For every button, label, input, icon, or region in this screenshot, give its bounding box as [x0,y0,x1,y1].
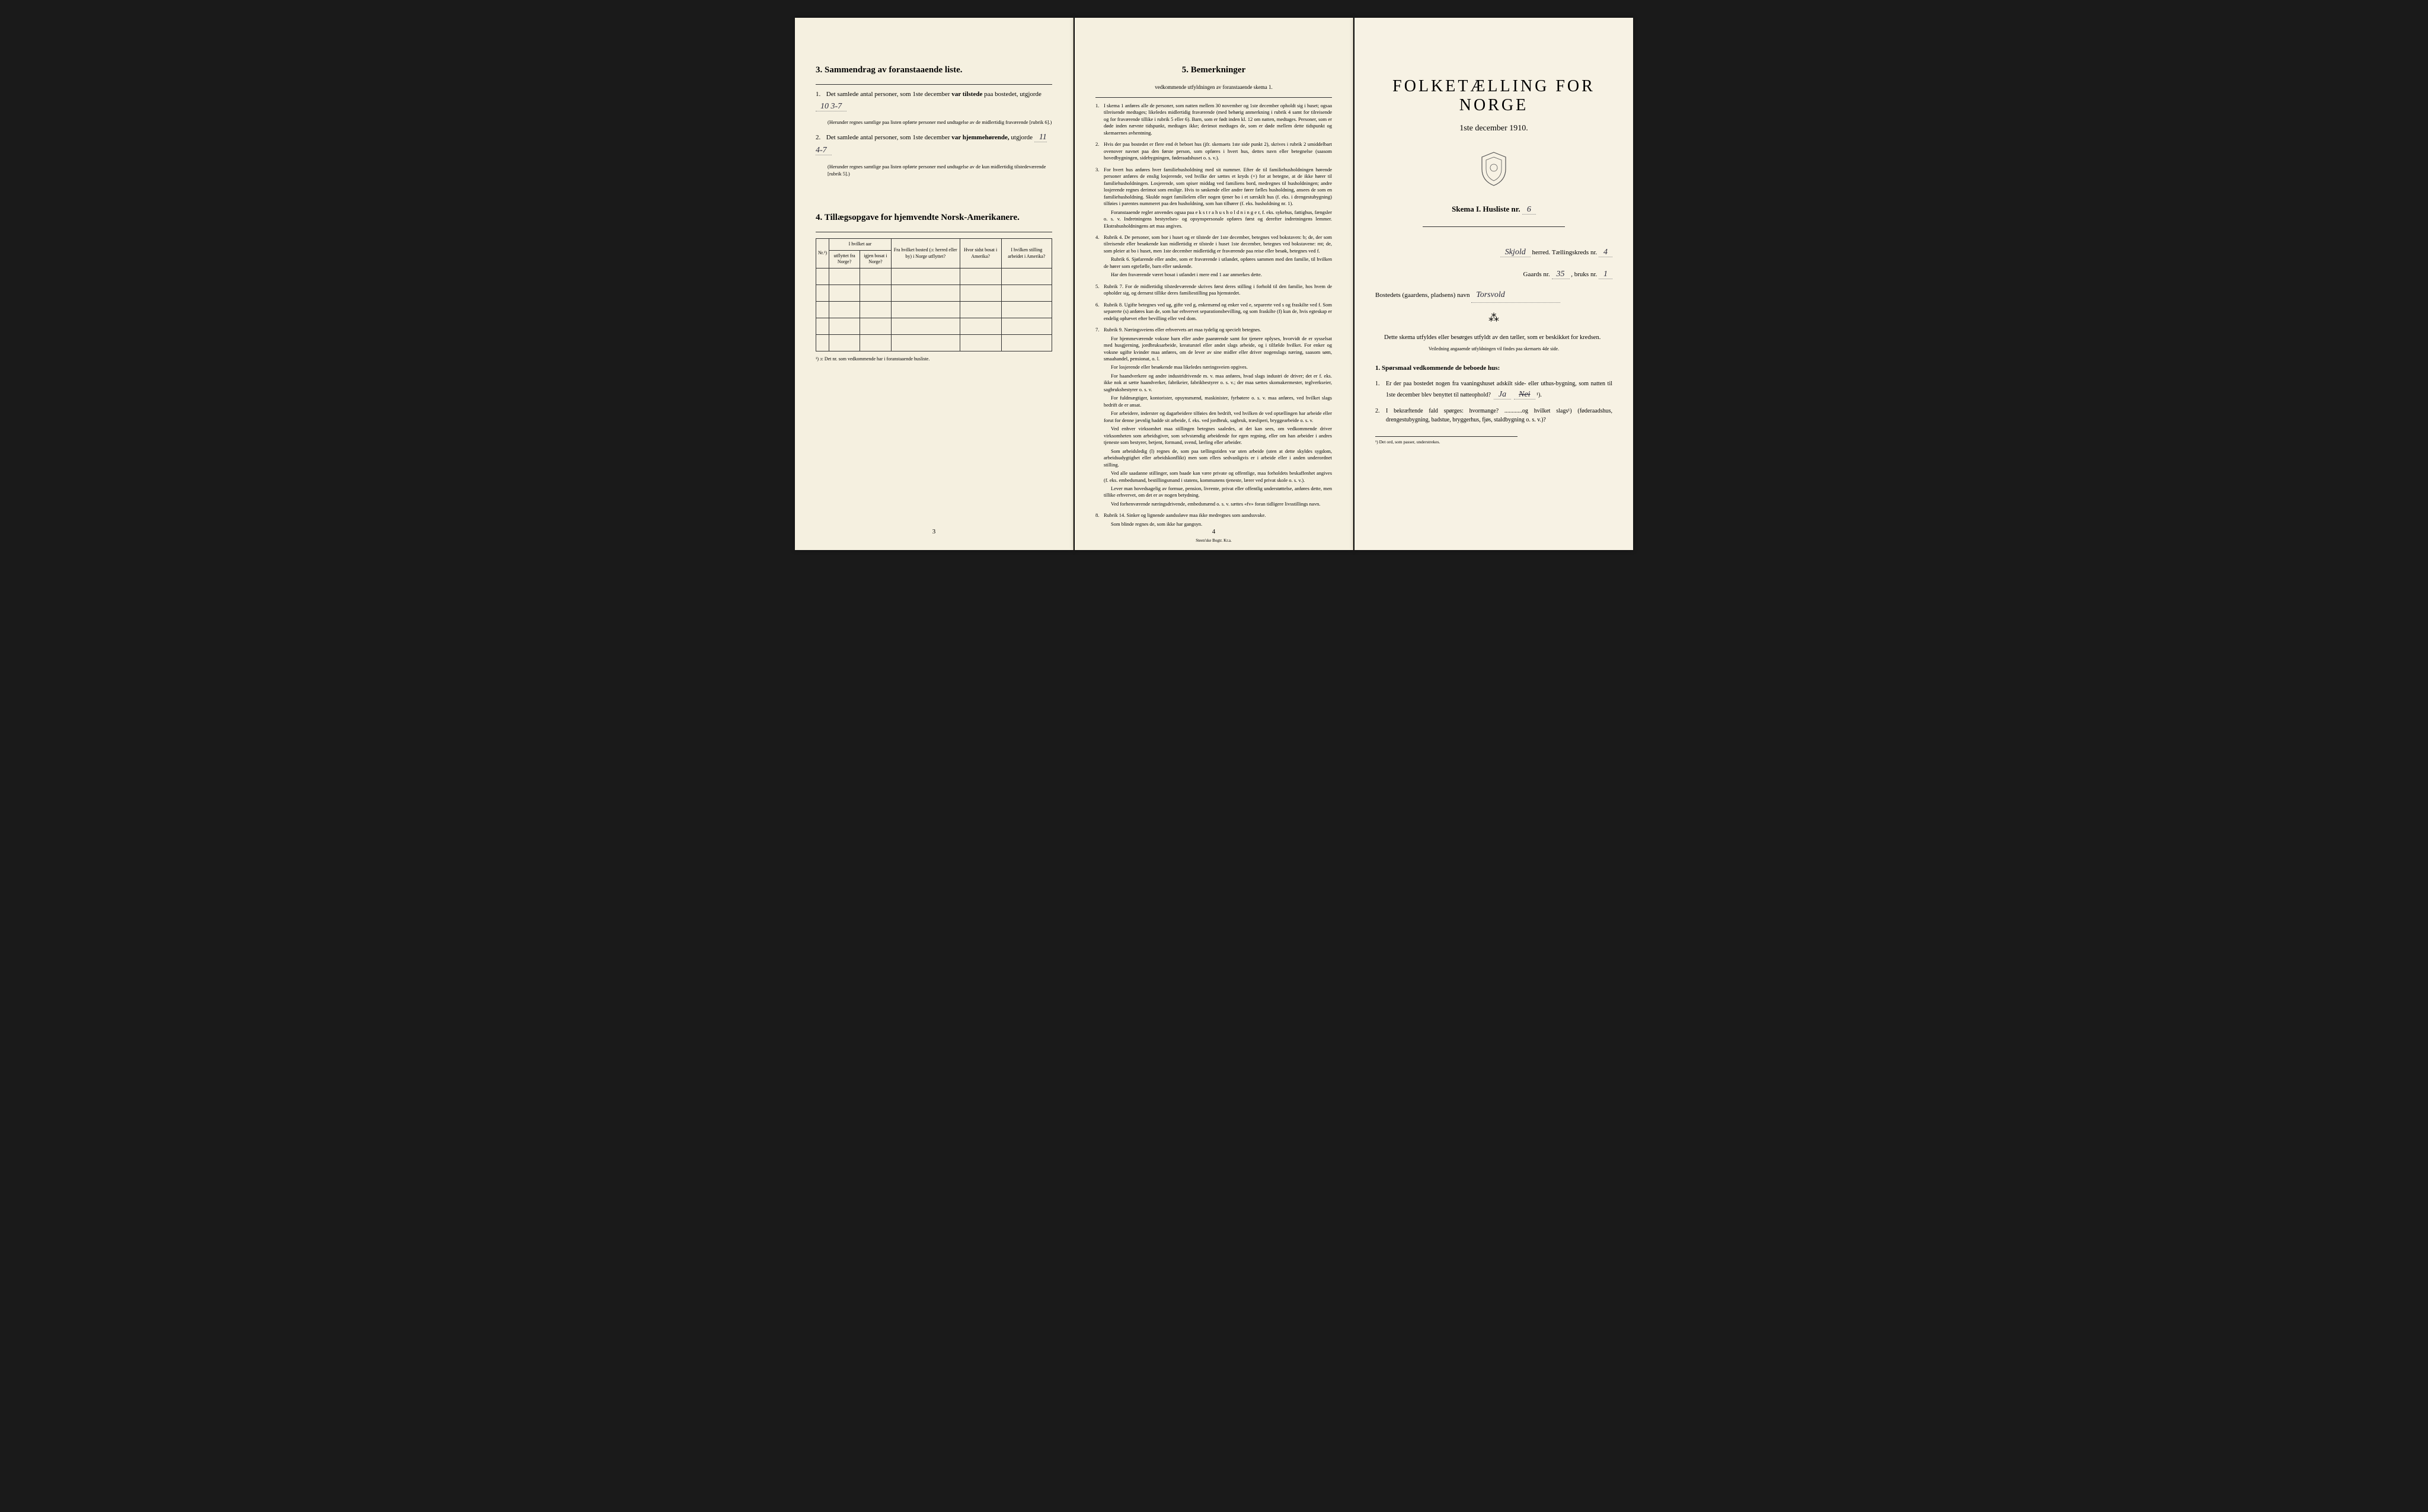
col-utflyttet: utflyttet fra Norge? [829,250,860,268]
page-4: 5. Bemerkninger vedkommende utfyldningen… [1075,18,1353,550]
col-hvor-sidst: Hvor sidst bosat i Amerika? [960,239,1001,268]
herred-value: Skjold [1500,248,1531,257]
bosted-value: Torsvold [1471,289,1560,302]
summary-line-1: 1. Det samlede antal personer, som 1ste … [816,89,1052,113]
skema-line: Skema I. Husliste nr. 6 [1375,204,1612,215]
summary-note-2: (Herunder regnes samtlige paa listen opf… [828,164,1052,178]
gaards-nr: 35 [1552,270,1570,279]
bemerkning-item: 1.I skema 1 anføres alle de personer, so… [1095,103,1332,136]
table-row [816,285,1052,301]
table-row [816,334,1052,351]
table-row [816,268,1052,285]
answer-nei: Nei [1514,390,1535,399]
page-1-cover: FOLKETÆLLING FOR NORGE 1ste december 191… [1354,18,1633,550]
col-nr: Nr.¹) [816,239,829,268]
date-line: 1ste december 1910. [1375,124,1612,133]
section-5-title: 5. Bemerkninger [1095,65,1332,75]
page-number: 3 [795,528,1073,535]
col-hvilket-aar: I hvilket aar [829,239,892,250]
col-fra-bosted: Fra hvilket bosted (ɔ: herred eller by) … [891,239,960,268]
bemerkning-item: 7.Rubrik 9. Næringsveiens eller erhverve… [1095,327,1332,507]
document-spread: 3. Sammendrag av foranstaaende liste. 1.… [795,18,1633,550]
table-row [816,301,1052,318]
summary-note-1: (Herunder regnes samtlige paa listen opf… [828,119,1052,126]
bemerkning-item: 4.Rubrik 4. De personer, som bor i huset… [1095,234,1332,279]
bosted-line: Bostedets (gaardens, pladsens) navn Tors… [1375,289,1612,302]
table-footnote: ¹) ɔ: Det nr. som vedkommende har i fora… [816,356,1052,362]
printer-mark: Steen'ske Bogtr. Kr.a. [1075,538,1353,543]
page-number: 4 [1075,528,1353,535]
question-list: 1. Er der paa bostedet nogen fra vaaning… [1375,379,1612,424]
bemerkning-item: 3.For hvert hus anføres hver familiehush… [1095,167,1332,229]
question-1: 1. Er der paa bostedet nogen fra vaaning… [1375,379,1612,401]
section-3-title: 3. Sammendrag av foranstaaende liste. [816,65,1052,75]
col-bosat: igjen bosat i Norge? [860,250,892,268]
gaards-line: Gaards nr. 35 , bruks nr. 1 [1375,267,1612,282]
flourish-icon: ⁂ [1375,312,1612,324]
answer-ja: Ja [1494,390,1511,399]
tilstede-count: 10 3-7 [816,102,846,111]
table-row [816,318,1052,334]
bemerkning-item: 8.Rubrik 14. Sinker og lignende aandsslø… [1095,512,1332,528]
bemerkning-item: 6.Rubrik 8. Ugifte betegnes ved ug, gift… [1095,302,1332,322]
section-5-subtitle: vedkommende utfyldningen av foranstaaend… [1095,84,1332,90]
divider [816,84,1052,85]
footnote: ¹) Det ord, som passer, understrekes. [1375,436,1518,445]
divider [1423,226,1565,227]
bemerkninger-list: 1.I skema 1 anføres alle de personer, so… [1095,103,1332,528]
bemerkning-item: 2.Hvis der paa bostedet er flere end ét … [1095,141,1332,161]
page-3: 3. Sammendrag av foranstaaende liste. 1.… [795,18,1074,550]
veiledning-note: Veiledning angaaende utfyldningen vil fi… [1375,346,1612,351]
divider [1095,97,1332,98]
section-4-title: 4. Tillægsopgave for hjemvendte Norsk-Am… [816,213,1052,223]
bemerkning-item: 5.Rubrik 7. For de midlertidig tilstedev… [1095,283,1332,297]
question-header: 1. Spørsmaal vedkommende de beboede hus: [1375,363,1612,374]
bruks-nr: 1 [1599,270,1612,279]
main-title: FOLKETÆLLING FOR NORGE [1375,77,1612,115]
kreds-nr: 4 [1599,248,1612,257]
summary-line-2: 2. Det samlede antal personer, som 1ste … [816,131,1052,158]
col-stilling: I hvilken stilling arbeidet i Amerika? [1001,239,1052,268]
herred-line: Skjold herred. Tællingskreds nr. 4 [1375,245,1612,260]
husliste-nr: 6 [1522,205,1536,215]
question-2: 2. I bekræftende fald spørges: hvormange… [1375,407,1612,424]
crest-icon [1479,151,1509,187]
tillaeg-table: Nr.¹) I hvilket aar Fra hvilket bosted (… [816,238,1052,351]
intro-text: Dette skema utfyldes eller besørges utfy… [1375,333,1612,343]
